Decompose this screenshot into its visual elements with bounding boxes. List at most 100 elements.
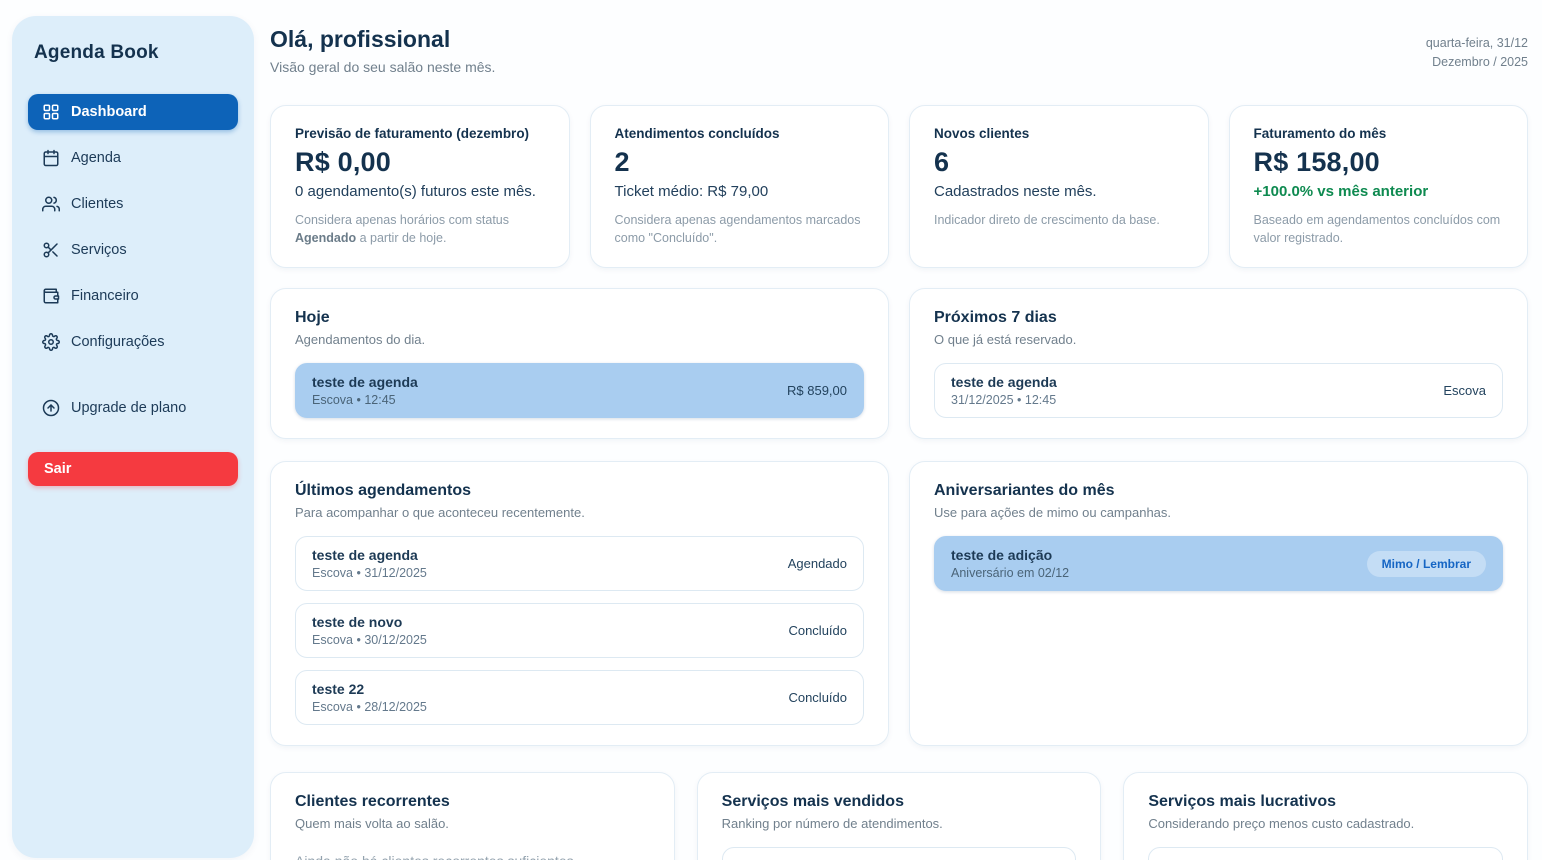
section-title: Próximos 7 dias — [934, 309, 1057, 327]
sidebar-item-dashboard[interactable]: Dashboard — [28, 94, 238, 130]
section-subtitle: Para acompanhar o que aconteceu recentem… — [295, 505, 585, 521]
top-profit-list: 1. Escova Receita R$ 158,00 Lucro R$ 128… — [1148, 847, 1503, 860]
main-content: Olá, profissional Visão geral do seu sal… — [270, 0, 1528, 860]
section-subtitle: Considerando preço menos custo cadastrad… — [1148, 816, 1415, 832]
birthdays-list: teste de adição Aniversário em 02/12 Mim… — [934, 536, 1503, 592]
appointment-meta: Escova • 31/12/2025 — [312, 566, 427, 581]
sidebar-item-servicos[interactable]: Serviços — [28, 232, 238, 268]
section-title: Hoje — [295, 309, 330, 327]
stat-detail: Cadastrados neste mês. — [934, 183, 1097, 200]
logout-button[interactable]: Sair — [28, 452, 238, 486]
next-7-days-list: teste de agenda 31/12/2025 • 12:45 Escov… — [934, 363, 1503, 419]
appointment-title: teste de agenda — [951, 374, 1057, 391]
birthday-item: teste de adição Aniversário em 02/12 Mim… — [934, 536, 1503, 592]
sidebar-item-label: Financeiro — [71, 288, 139, 304]
today-list: teste de agenda Escova • 12:45 R$ 859,00 — [295, 363, 864, 419]
section-subtitle: Ranking por número de atendimentos. — [721, 816, 943, 832]
appointment-title: teste de agenda — [312, 547, 418, 564]
sidebar-item-agenda[interactable]: Agenda — [28, 140, 238, 176]
stat-note: Considera apenas agendamentos marcados c… — [614, 213, 861, 246]
sidebar-item-label: Clientes — [71, 196, 124, 212]
appointment-title: teste de agenda — [312, 374, 418, 391]
birthdays-card: Aniversariantes do mês Use para ações de… — [909, 461, 1528, 747]
app-logo: Agenda Book — [34, 42, 159, 63]
appointment-meta: Escova • 30/12/2025 — [312, 633, 427, 648]
sidebar-item-label: Dashboard — [71, 104, 147, 120]
stat-card-previsao-faturamento: Previsão de faturamento (dezembro) R$ 0,… — [270, 105, 570, 269]
top-profit-services-card: Serviços mais lucrativos Considerando pr… — [1123, 772, 1528, 860]
service-rank-item: 1. Escova Receita R$ 158,00 Lucro R$ 128… — [1148, 847, 1503, 860]
users-icon — [42, 195, 60, 213]
sidebar-item-configuracoes[interactable]: Configurações — [28, 324, 238, 360]
stat-card-atendimentos-concluidos: Atendimentos concluídos 2 Ticket médio: … — [589, 105, 889, 269]
recent-birthdays-row: Últimos agendamentos Para acompanhar o q… — [270, 461, 1528, 747]
appointment-item: teste de agenda Escova • 31/12/2025 Agen… — [295, 536, 864, 592]
appointment-item: teste de agenda Escova • 12:45 R$ 859,00 — [295, 363, 864, 419]
stat-value: 2 — [614, 147, 630, 177]
section-title: Aniversariantes do mês — [934, 482, 1115, 500]
appointment-price: R$ 859,00 — [787, 383, 847, 399]
gear-icon — [42, 333, 60, 351]
stat-label: Faturamento do mês — [1253, 126, 1387, 141]
sidebar-item-label: Agenda — [71, 150, 121, 166]
birthday-date: Aniversário em 02/12 — [951, 566, 1070, 581]
empty-state-text: Ainda não há clientes recorrentes sufici… — [295, 853, 650, 860]
recurring-clients-card: Clientes recorrentes Quem mais volta ao … — [270, 772, 675, 860]
today-next-row: Hoje Agendamentos do dia. teste de agend… — [270, 288, 1528, 440]
appointment-item: teste 22 Escova • 28/12/2025 Concluído — [295, 670, 864, 726]
recent-appointments-list: teste de agenda Escova • 31/12/2025 Agen… — [295, 536, 864, 726]
stat-value: R$ 158,00 — [1253, 147, 1380, 177]
appointment-status: Concluído — [788, 690, 847, 706]
arrow-up-circle-icon — [42, 399, 60, 417]
stat-detail: 0 agendamento(s) futuros este mês. — [295, 183, 536, 200]
dashboard-grid-icon — [42, 103, 60, 121]
page-header: Olá, profissional Visão geral do seu sal… — [270, 26, 1528, 75]
stat-card-novos-clientes: Novos clientes 6 Cadastrados neste mês. … — [909, 105, 1209, 269]
appointment-item: teste de agenda 31/12/2025 • 12:45 Escov… — [934, 363, 1503, 419]
stat-label: Atendimentos concluídos — [614, 126, 780, 141]
section-title: Clientes recorrentes — [295, 793, 450, 811]
birthday-client-name: teste de adição — [951, 547, 1053, 564]
page-subtitle: Visão geral do seu salão neste mês. — [270, 59, 496, 75]
appointment-meta: Escova • 28/12/2025 — [312, 700, 427, 715]
appointment-meta: 31/12/2025 • 12:45 — [951, 393, 1057, 408]
sidebar-item-financeiro[interactable]: Financeiro — [28, 278, 238, 314]
stat-note: Indicador direto de crescimento da base. — [934, 213, 1160, 227]
section-subtitle: O que já está reservado. — [934, 332, 1077, 348]
stats-row: Previsão de faturamento (dezembro) R$ 0,… — [270, 105, 1528, 269]
page-title: Olá, profissional — [270, 26, 451, 52]
sidebar-nav: Dashboard Agenda Clientes Serviços Finan… — [28, 94, 238, 426]
today-card: Hoje Agendamentos do dia. teste de agend… — [270, 288, 889, 440]
stat-value: 6 — [934, 147, 950, 177]
stat-note: Considera apenas horários com status Age… — [295, 213, 510, 246]
stat-value: R$ 0,00 — [295, 147, 391, 177]
scissors-icon — [42, 241, 60, 259]
recent-appointments-card: Últimos agendamentos Para acompanhar o q… — [270, 461, 889, 747]
current-date: quarta-feira, 31/12 Dezembro / 2025 — [1426, 26, 1528, 73]
next-7-days-card: Próximos 7 dias O que já está reservado.… — [909, 288, 1528, 440]
date-month-year: Dezembro / 2025 — [1432, 55, 1528, 70]
appointment-status: Concluído — [788, 623, 847, 639]
service-rank-name: 1. Escova — [739, 858, 833, 860]
stat-label: Previsão de faturamento (dezembro) — [295, 126, 530, 141]
sidebar-item-label: Configurações — [71, 334, 165, 350]
section-title: Últimos agendamentos — [295, 482, 472, 500]
sidebar-item-clientes[interactable]: Clientes — [28, 186, 238, 222]
date-weekday: quarta-feira, 31/12 — [1425, 36, 1528, 50]
sidebar-item-upgrade-plano[interactable]: Upgrade de plano — [28, 390, 238, 426]
calendar-icon — [42, 149, 60, 167]
section-subtitle: Quem mais volta ao salão. — [295, 816, 449, 832]
appointment-item: teste de novo Escova • 30/12/2025 Conclu… — [295, 603, 864, 659]
sidebar-item-label: Upgrade de plano — [71, 400, 187, 416]
stat-card-faturamento-mes: Faturamento do mês R$ 158,00 +100.0% vs … — [1228, 105, 1528, 269]
section-title: Serviços mais vendidos — [721, 793, 904, 811]
sidebar-item-label: Serviços — [71, 242, 127, 258]
stat-label: Novos clientes — [934, 126, 1030, 141]
section-title: Serviços mais lucrativos — [1148, 793, 1336, 811]
sidebar: Agenda Book Dashboard Agenda Clientes Se… — [12, 16, 254, 858]
section-subtitle: Use para ações de mimo ou campanhas. — [934, 505, 1172, 521]
top-sold-services-card: Serviços mais vendidos Ranking por númer… — [696, 772, 1102, 860]
service-rank-name: 1. Escova — [1165, 858, 1269, 860]
appointment-title: teste 22 — [312, 681, 365, 698]
top-sold-list: 1. Escova 2 atendimento(s) R$ 158,00 — [721, 847, 1077, 860]
